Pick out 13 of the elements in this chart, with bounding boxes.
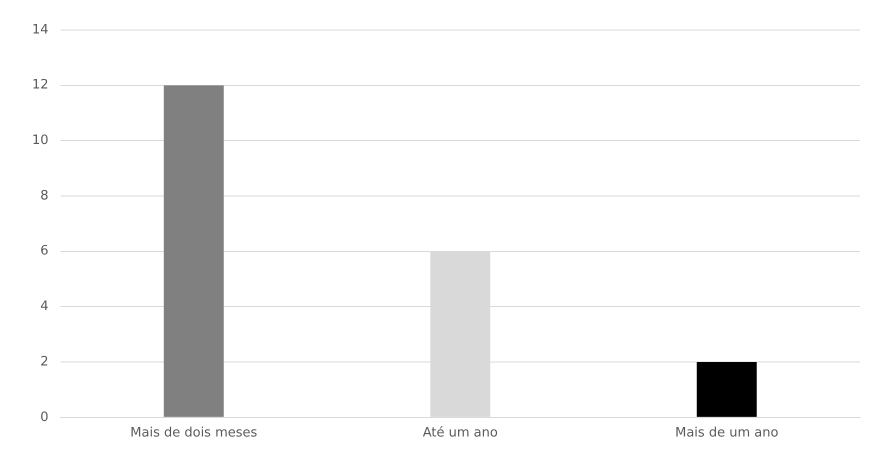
- x-tick-label: Até um ano: [422, 426, 498, 441]
- bar: [164, 85, 224, 417]
- y-tick-label: 4: [40, 299, 49, 314]
- x-tick-label: Mais de um ano: [675, 426, 778, 441]
- y-tick-label: 8: [40, 188, 49, 204]
- y-tick-label: 10: [32, 133, 49, 148]
- x-tick-label: Mais de dois meses: [130, 426, 258, 441]
- bar: [696, 362, 757, 417]
- y-tick-label: 0: [40, 410, 49, 425]
- y-tick-label: 12: [32, 78, 49, 93]
- y-tick-label: 14: [32, 22, 49, 38]
- y-tick-label: 6: [40, 244, 49, 259]
- y-tick-label: 2: [40, 354, 49, 370]
